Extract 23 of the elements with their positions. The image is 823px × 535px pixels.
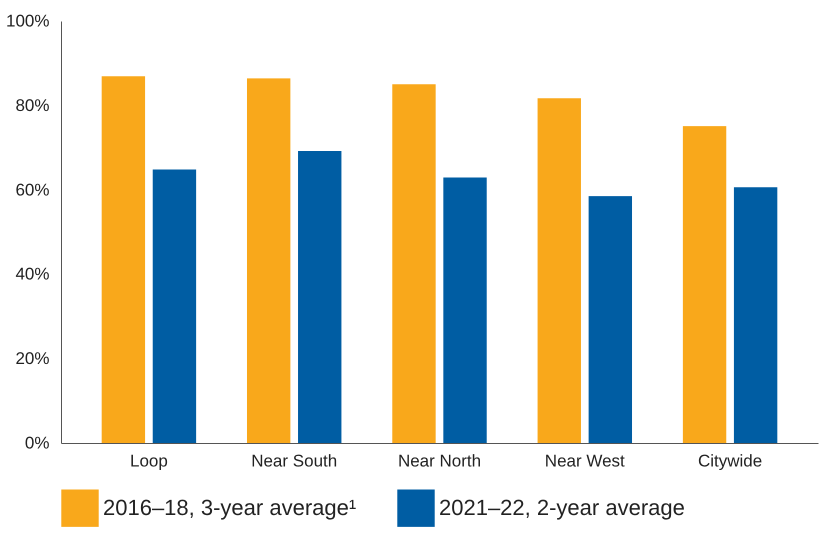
y-tick-label: 80% xyxy=(15,96,50,115)
bar xyxy=(443,178,487,443)
x-tick-label: Near South xyxy=(251,452,338,470)
x-tick-label: Near North xyxy=(398,452,482,470)
bar xyxy=(734,187,778,443)
x-tick-label: Loop xyxy=(130,452,168,470)
bar xyxy=(538,98,581,443)
legend-label: 2021–22, 2-year average xyxy=(439,495,685,520)
y-tick-label: 100% xyxy=(6,12,50,30)
y-tick-label: 0% xyxy=(24,434,50,452)
bar xyxy=(682,126,726,443)
bar xyxy=(246,78,290,443)
y-tick-label: 40% xyxy=(15,264,50,284)
legend-label: 2016–18, 3-year average¹ xyxy=(103,495,356,520)
y-tick-label: 60% xyxy=(15,180,50,200)
bar xyxy=(152,170,196,443)
bar xyxy=(392,84,436,443)
x-tick-label: Near West xyxy=(544,452,626,470)
bar xyxy=(102,76,146,443)
x-tick-label: Citywide xyxy=(698,452,762,470)
bar xyxy=(588,196,632,443)
bar xyxy=(298,150,342,443)
y-tick-label: 20% xyxy=(15,349,50,368)
